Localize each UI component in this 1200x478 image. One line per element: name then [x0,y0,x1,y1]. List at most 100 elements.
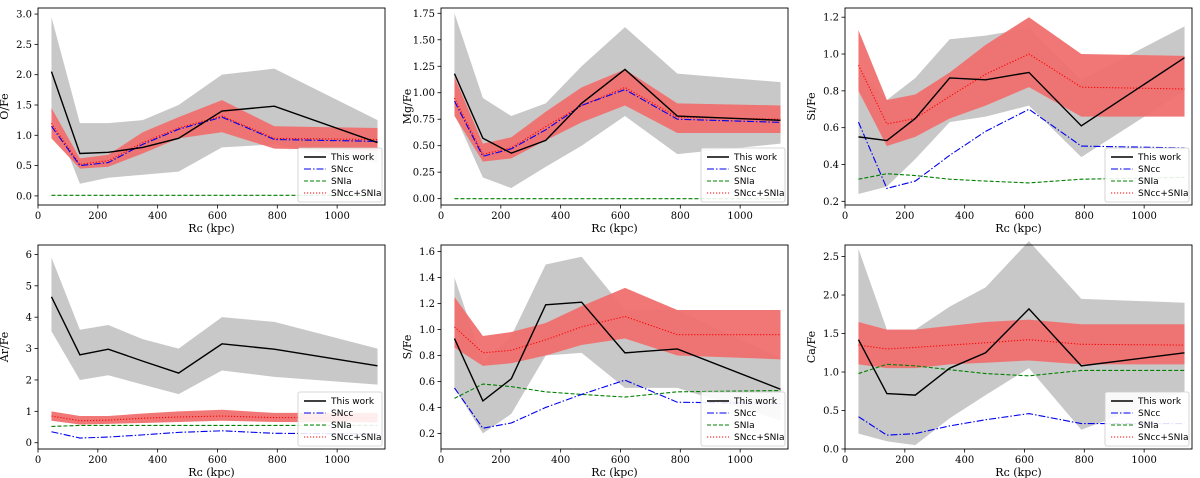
series-line-snia [858,173,1185,184]
legend-label: SNIa [331,177,352,187]
x-tick-label: 400 [148,211,167,222]
y-axis-label: Ca/Fe [805,331,818,363]
x-tick-label: 200 [491,211,510,222]
legend-box [297,147,383,203]
legend: This work SNcc SNIa SNcc+SNIa [1104,391,1190,447]
y-axis-label: Si/Fe [805,92,818,120]
x-tick-label: 400 [551,455,570,466]
series-line-sncc-snia [51,115,378,165]
y-tick-label: 1.0 [419,325,435,336]
legend-label: SNIa [734,177,755,187]
y-tick-label: 2.0 [823,291,839,302]
legend-label: This work [1137,397,1182,407]
this-work-band [858,26,1185,194]
x-tick-label: 1000 [324,211,349,222]
plot-frame [844,244,1193,450]
x-axis-label: Rᴄ (kpc) [591,466,637,478]
legend-label: This work [733,397,778,407]
x-tick-label: 600 [1015,211,1034,222]
y-tick-label: 0.8 [419,351,435,362]
x-tick-label: 1000 [324,455,349,466]
plot-frame [440,244,789,450]
x-tick-label: 400 [955,455,974,466]
x-tick-label: 0 [438,211,444,222]
chart-panel-4: 0 200 400 600 800 1000 0 1 2 3 4 5 6 Rᴄ (kpc) Ar/Fe Thi… [0,244,386,478]
series-line-snia [51,424,378,427]
y-tick-label: 1.2 [823,13,839,24]
legend-label: This work [330,153,375,163]
y-axis-label: Mg/Fe [401,89,414,125]
x-tick-label: 0 [438,455,444,466]
x-axis-label: Rᴄ (kpc) [188,222,234,235]
sncc-snia-band [51,100,378,169]
sncc-snia-band [858,17,1185,147]
sncc-snia-band [858,319,1185,369]
y-tick-label: 4 [26,313,32,324]
y-tick-label: 2.0 [16,70,32,81]
series-line-sncc [858,413,1185,436]
legend-label: SNIa [1138,177,1159,187]
y-tick-label: 1.00 [413,88,435,99]
series-line-sncc-snia [858,339,1185,350]
x-tick-label: 800 [1075,211,1094,222]
y-tick-label: 0.50 [413,141,435,152]
x-tick-label: 200 [88,455,107,466]
y-tick-label: 0.4 [823,160,839,171]
x-tick-label: 0 [842,211,848,222]
y-tick-label: 0.4 [419,403,435,414]
x-tick-label: 1000 [1131,455,1156,466]
chart-panel-1: 0 200 400 600 800 1000 0.0 0.5 1.0 1.5 2.0 2.5 3.0 Rᴄ… [0,7,386,235]
y-tick-label: 0.5 [16,161,32,172]
series-line-this-work [50,296,378,374]
legend-label: SNcc+SNIa [1138,189,1189,199]
series-line-sncc-snia [857,53,1185,125]
x-tick-label: 400 [551,211,570,222]
y-tick-label: 0.25 [413,168,435,179]
sncc-snia-band [454,287,781,366]
y-tick-label: 1.0 [823,368,839,379]
x-tick-label: 600 [611,211,630,222]
x-tick-label: 800 [1075,455,1094,466]
y-tick-label: 0.75 [413,115,435,126]
series-line-this-work [453,68,781,154]
series-line-this-work [50,71,378,155]
x-tick-label: 400 [148,455,167,466]
y-tick-label: 0.0 [823,445,839,456]
y-tick-label: 0.8 [823,86,839,97]
chart-panel-2: 0 200 400 600 800 1000 0.00 0.25 0.50 0.75 1.00 1.2… [401,7,789,235]
legend-label: This work [733,153,778,163]
y-tick-label: 1 [26,407,32,418]
x-tick-label: 800 [671,455,690,466]
plot-frame [844,7,1193,206]
legend: This work SNcc SNIa SNcc+SNIa [1104,147,1190,203]
x-tick-label: 400 [955,211,974,222]
legend-label: SNcc [734,165,756,175]
legend-label: SNcc+SNIa [734,433,785,443]
series-line-this-work [858,57,1185,142]
x-tick-label: 600 [611,455,630,466]
legend-box [297,391,383,447]
y-tick-label: 5 [26,281,32,292]
legend: This work SNcc SNIa SNcc+SNIa [700,147,786,203]
x-tick-label: 0 [842,455,848,466]
y-tick-label: 0.5 [823,406,839,417]
legend-label: This work [1137,153,1182,163]
series-line-snia [858,363,1185,377]
plot-frame [37,7,386,206]
x-tick-label: 600 [208,211,227,222]
series-line-this-work [453,301,781,403]
legend-label: SNIa [734,421,755,431]
y-tick-label: 1.0 [16,131,32,142]
chart-panel-5: 0 200 400 600 800 1000 0.2 0.4 0.6 0.8 1.0 1.2 1.4 1.… [401,244,789,478]
legend-box [1104,147,1190,203]
x-axis-label: Rᴄ (kpc) [995,222,1041,235]
y-axis-label: O/Fe [0,93,11,119]
series-line-sncc [857,108,1185,190]
y-tick-label: 1.5 [16,100,32,111]
sncc-snia-band [51,409,378,425]
y-tick-label: 0.2 [823,197,839,208]
x-tick-label: 0 [35,211,41,222]
chart-panel-6: 0 200 400 600 800 1000 0.0 0.5 1.0 1.5 2.0 2.5 Rᴄ (k… [805,241,1193,478]
legend-label: SNcc [331,409,353,419]
